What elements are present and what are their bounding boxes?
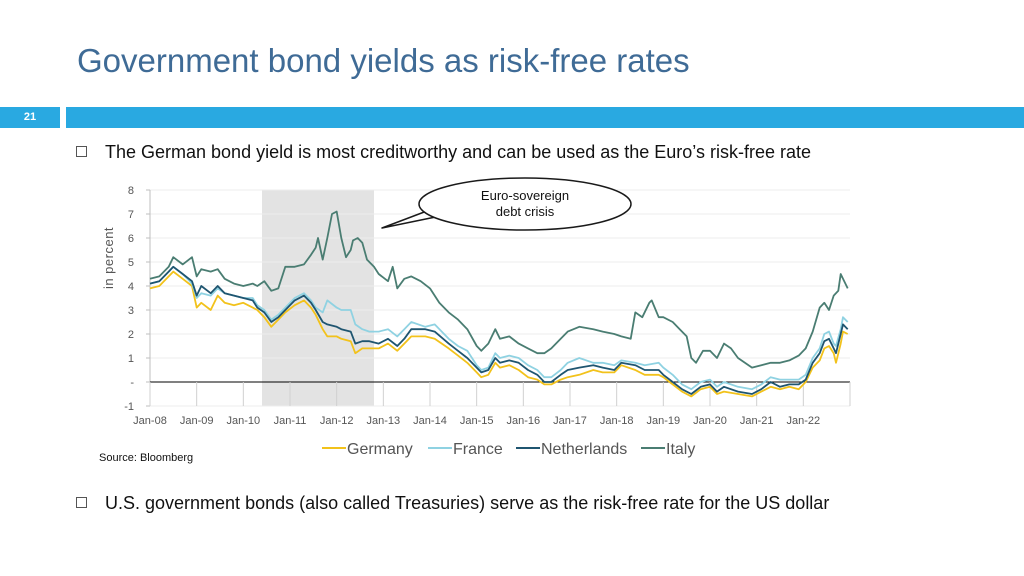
y-tick-label: - bbox=[130, 377, 134, 389]
page-title: Government bond yields as risk-free rate… bbox=[77, 42, 690, 79]
bullet-square-icon bbox=[76, 145, 87, 157]
y-tick-label: -1 bbox=[124, 401, 134, 413]
x-tick-label: Jan-17 bbox=[553, 415, 587, 427]
y-tick-label: 8 bbox=[128, 185, 134, 197]
y-axis-label: in percent bbox=[101, 227, 116, 289]
legend-label-italy: Italy bbox=[666, 441, 695, 458]
legend-label-germany: Germany bbox=[347, 441, 413, 458]
x-tick-label: Jan-11 bbox=[274, 415, 307, 427]
x-tick-label: Jan-20 bbox=[693, 415, 727, 427]
x-tick-label: Jan-14 bbox=[413, 415, 447, 427]
y-tick-label: 1 bbox=[128, 353, 134, 365]
bullet-item-1: The German bond yield is most creditwort… bbox=[76, 142, 1016, 163]
y-tick-label: 3 bbox=[128, 305, 134, 317]
callout-text-line: debt crisis bbox=[496, 204, 555, 219]
bullet-text-1: The German bond yield is most creditwort… bbox=[105, 142, 812, 162]
y-tick-label: 4 bbox=[128, 281, 134, 293]
y-tick-label: 2 bbox=[128, 329, 134, 341]
callout-bubble bbox=[418, 177, 632, 231]
x-tick-label: Jan-19 bbox=[647, 415, 681, 427]
x-tick-label: Jan-13 bbox=[367, 415, 401, 427]
legend-label-france: France bbox=[453, 441, 503, 458]
x-tick-label: Jan-16 bbox=[507, 415, 541, 427]
crisis-shaded-band bbox=[262, 190, 374, 406]
x-tick-label: Jan-15 bbox=[460, 415, 494, 427]
title-band bbox=[66, 107, 1024, 128]
slide-number: 21 bbox=[0, 107, 60, 128]
x-tick-label: Jan-08 bbox=[133, 415, 167, 427]
x-tick-label: Jan-09 bbox=[180, 415, 214, 427]
series-line-germany bbox=[149, 270, 849, 398]
bullet-text-2: U.S. government bonds (also called Treas… bbox=[105, 493, 830, 513]
y-tick-label: 7 bbox=[128, 209, 134, 221]
bullet-item-2: U.S. government bonds (also called Treas… bbox=[76, 493, 1016, 514]
x-tick-label: Jan-18 bbox=[600, 415, 634, 427]
x-tick-label: Jan-10 bbox=[227, 415, 261, 427]
y-tick-label: 5 bbox=[128, 257, 134, 269]
callout-joint bbox=[446, 202, 458, 214]
y-tick-label: 6 bbox=[128, 233, 134, 245]
source-note: Source: Bloomberg bbox=[99, 452, 194, 464]
x-tick-label: Jan-12 bbox=[320, 415, 354, 427]
bullet-square-icon bbox=[76, 496, 87, 508]
series-line-france bbox=[149, 265, 849, 391]
callout-text-line: Euro-sovereign bbox=[481, 188, 569, 203]
series-line-italy bbox=[149, 210, 849, 369]
x-tick-label: Jan-22 bbox=[787, 415, 821, 427]
legend-label-netherlands: Netherlands bbox=[541, 441, 627, 458]
x-tick-label: Jan-21 bbox=[740, 415, 774, 427]
series-line-netherlands bbox=[149, 265, 849, 395]
